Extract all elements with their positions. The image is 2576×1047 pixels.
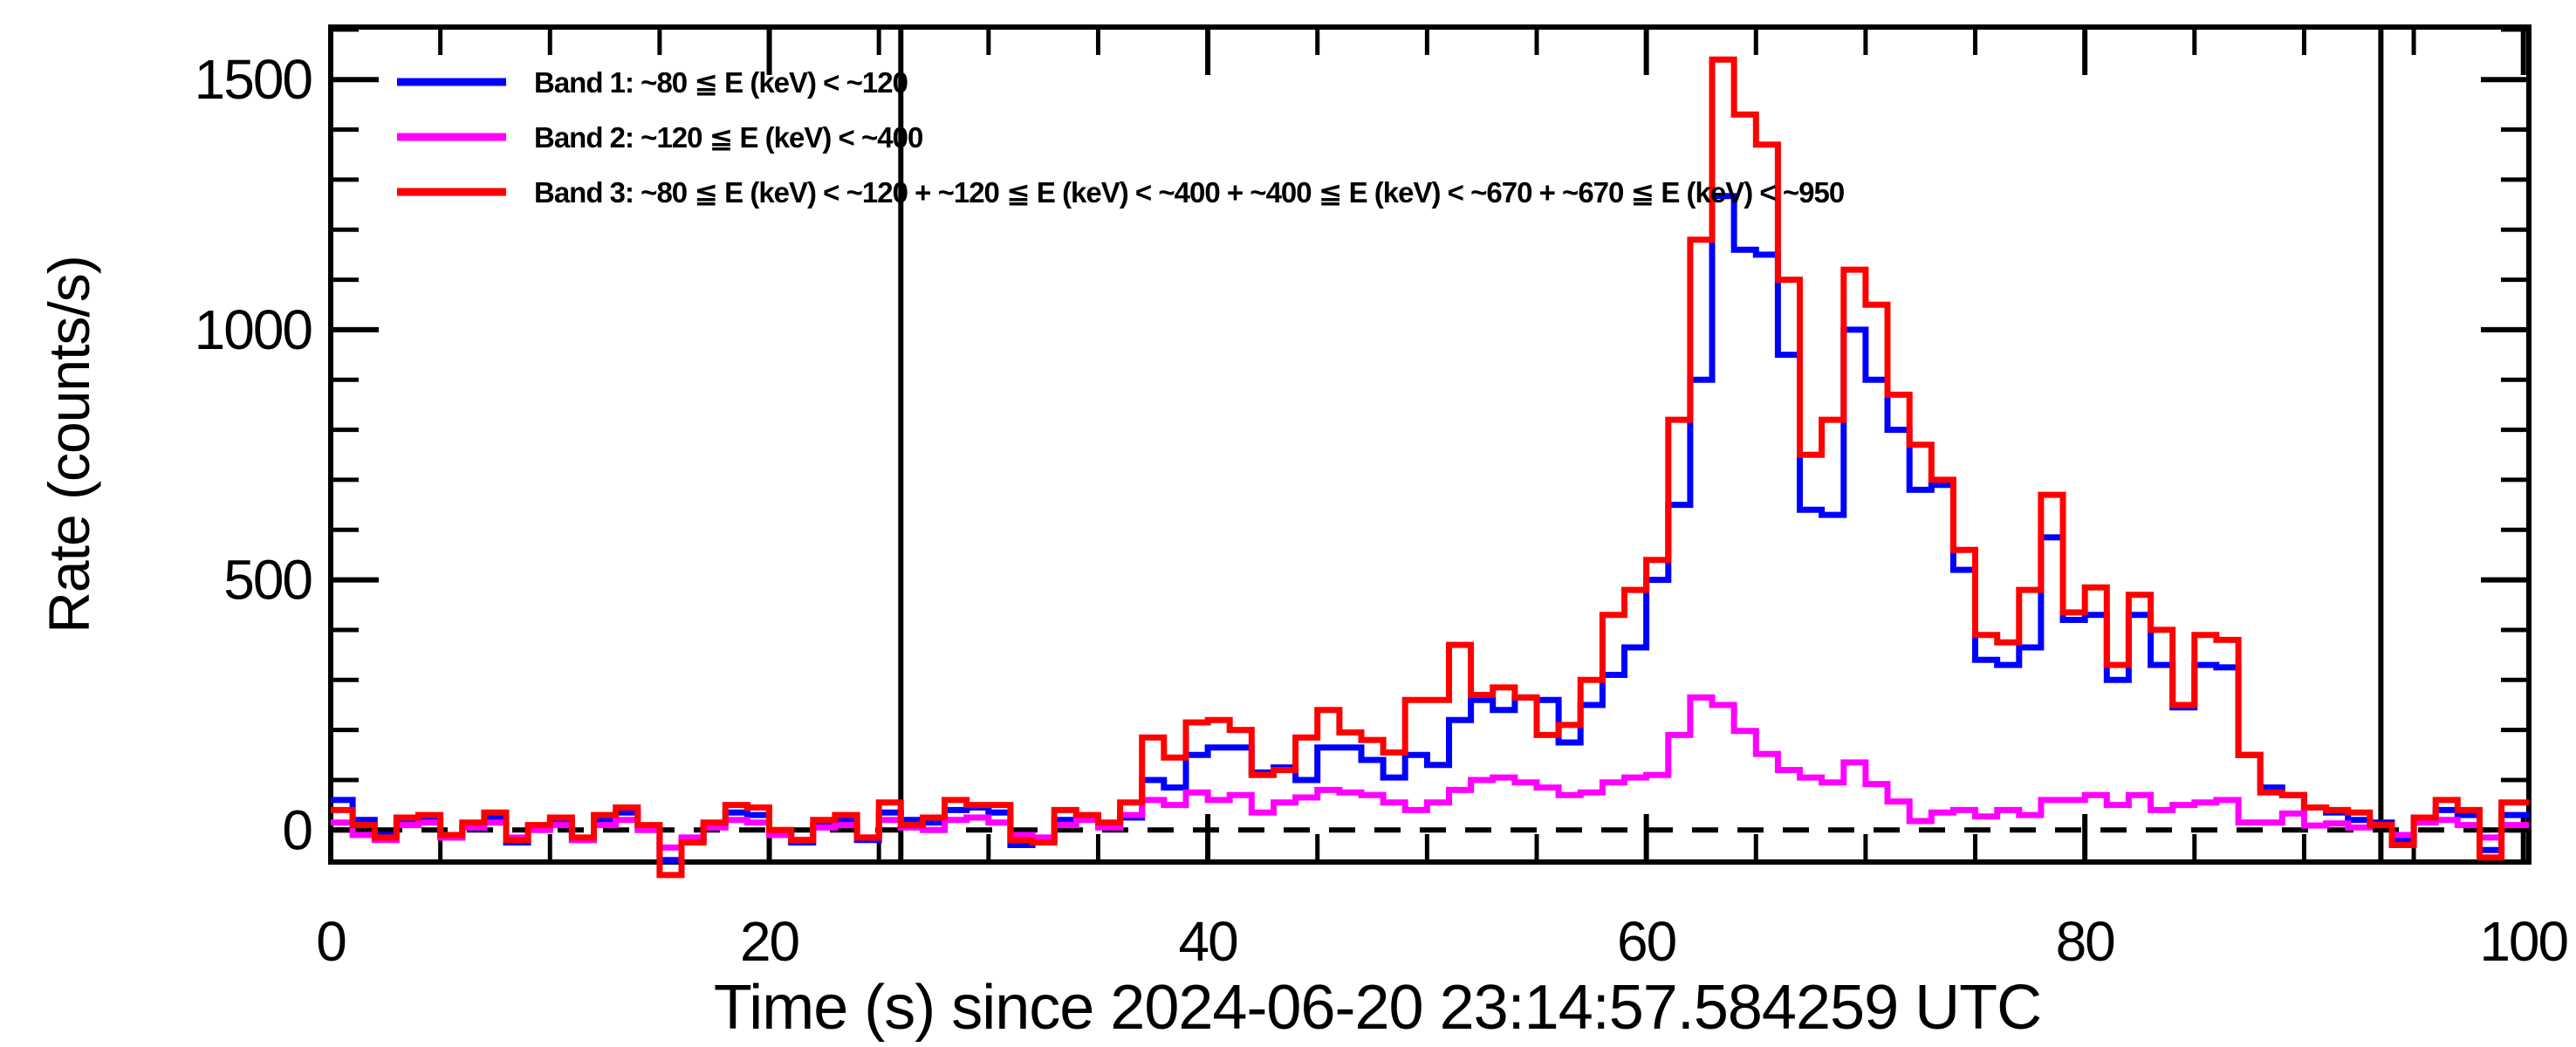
y-axis-title: Rate (counts/s) (37, 256, 101, 633)
legend-label: Band 3: ~80 ≦ E (keV) < ~120 + ~120 ≦ E … (534, 176, 1844, 209)
legend-entry-band3: Band 3: ~80 ≦ E (keV) < ~120 + ~120 ≦ E … (397, 176, 1845, 209)
lightcurve-chart: 0 20 40 60 80 100 Time (s) since 2024-06-20 23… (37, 24, 2570, 1043)
legend-label: Band 2: ~120 ≦ E (keV) < ~400 (534, 121, 922, 154)
x-tick-label: 0 (316, 910, 346, 973)
series-band3 (331, 56, 2529, 879)
series-band1 (331, 193, 2529, 864)
y-axis: 0 500 1000 1500 Rate (counts/s) (37, 27, 2529, 861)
y-tick-label: 1500 (195, 48, 312, 111)
legend-label: Band 1: ~80 ≦ E (keV) < ~120 (534, 66, 908, 99)
legend: Band 1: ~80 ≦ E (keV) < ~120 Band 2: ~120… (397, 66, 1845, 209)
x-tick-label: 80 (2056, 910, 2115, 973)
x-axis-title: Time (s) since 2024-06-20 23:14:57.58425… (714, 973, 2041, 1043)
y-tick-label: 500 (223, 549, 312, 612)
x-tick-label: 40 (1178, 910, 1237, 973)
axes (328, 24, 2531, 865)
legend-entry-band2: Band 2: ~120 ≦ E (keV) < ~400 (397, 121, 923, 154)
y-tick-label: 1000 (195, 298, 312, 361)
x-tick-label: 20 (740, 910, 799, 973)
x-tick-label: 60 (1617, 910, 1676, 973)
x-tick-label: 100 (2479, 910, 2567, 973)
y-tick-label: 0 (282, 798, 312, 861)
lightcurve-figure: 0 20 40 60 80 100 Time (s) since 2024-06-20 23… (35, 14, 2576, 1043)
legend-entry-band1: Band 1: ~80 ≦ E (keV) < ~120 (397, 66, 908, 99)
